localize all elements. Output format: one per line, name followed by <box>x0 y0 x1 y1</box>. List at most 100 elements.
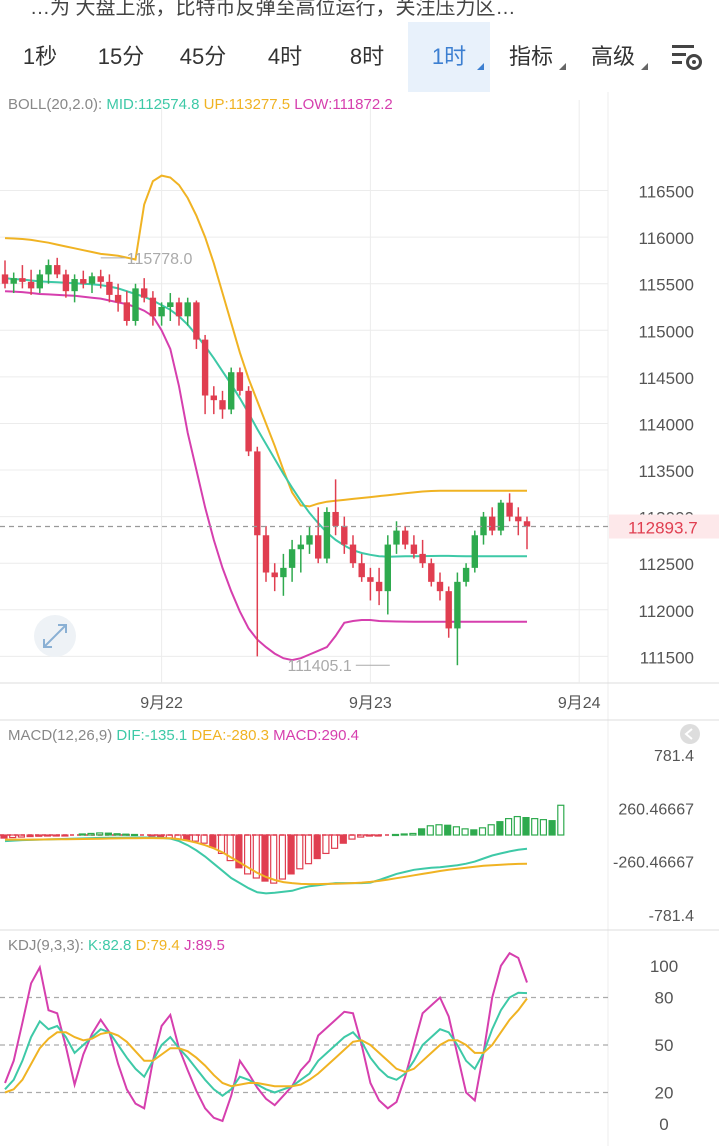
candle-body <box>332 511 339 526</box>
candle-body <box>515 516 522 522</box>
candle-body <box>315 535 322 559</box>
candle-body <box>141 288 148 298</box>
kdj-legend: KDJ(9,3,3): K:82.8 D:79.4 J:89.5 <box>8 937 225 954</box>
y-tick-label: 113500 <box>639 462 694 481</box>
timeframe-tabs: 1秒 15分 45分 4时 8时 1时 指标 高级 <box>0 22 719 92</box>
candle-body <box>36 274 43 289</box>
candle-body <box>132 288 139 321</box>
y-tick-label: 112500 <box>639 555 694 574</box>
macd-bar <box>87 832 95 836</box>
candle-body <box>306 535 313 545</box>
kdj-k-line <box>4 991 528 1097</box>
macd-bar <box>244 834 252 875</box>
candle-body <box>462 567 470 582</box>
legend-value: DIF:-135.1 <box>116 727 191 744</box>
tab-advanced[interactable]: 高级 <box>572 22 654 92</box>
macd-bar <box>200 834 208 844</box>
macd-bar <box>487 824 495 836</box>
macd-bar <box>252 834 260 879</box>
headline-text: …为 大盘上涨，比特币反弹至高位运行，关注压力区… <box>30 0 516 19</box>
candle-body <box>201 339 209 396</box>
boll-mid-line <box>4 277 528 558</box>
candle-body <box>167 302 174 308</box>
candle-body <box>219 400 226 410</box>
y-tick-label: 115500 <box>639 276 694 295</box>
legend-value: LOW:111872.2 <box>294 96 392 113</box>
tab-1h[interactable]: 1时 <box>408 22 490 92</box>
dropdown-triangle-icon <box>641 63 648 70</box>
candle-body <box>149 297 157 317</box>
tab-4h[interactable]: 4时 <box>267 44 303 69</box>
chart-settings-button[interactable] <box>654 22 719 92</box>
macd-legend: MACD(12,26,9) DIF:-135.1 DEA:-280.3 MACD… <box>8 727 359 744</box>
macd-bar <box>191 834 199 842</box>
macd-bar <box>331 834 339 849</box>
macd-bar <box>217 834 226 855</box>
candle-body <box>436 581 444 592</box>
candle-body <box>445 591 452 629</box>
legend-value: MACD:290.4 <box>273 727 359 744</box>
candle-body <box>245 390 252 452</box>
macd-bar <box>444 824 452 836</box>
chart-settings-icon <box>671 45 702 70</box>
candle-body <box>280 567 287 578</box>
tab-indicators[interactable]: 指标 <box>490 22 572 92</box>
macd-bar <box>539 819 548 836</box>
macd-bar <box>426 825 434 836</box>
dropdown-triangle-icon <box>559 63 566 70</box>
indicator-name: BOLL(20,2.0): <box>8 96 106 113</box>
chevron-left-icon <box>684 728 693 740</box>
tab-15m[interactable]: 15分 <box>97 44 145 69</box>
x-tick-label: 9月22 <box>140 695 183 712</box>
candle-body <box>1 274 9 284</box>
macd-bar <box>548 820 556 836</box>
candle-body <box>62 274 70 292</box>
candle-body <box>228 372 235 410</box>
legend-value: UP:113277.5 <box>204 96 295 113</box>
tab-45m[interactable]: 45分 <box>179 44 227 69</box>
macd-bar <box>470 829 478 836</box>
macd-bar <box>339 834 347 844</box>
macd-bar <box>61 834 69 837</box>
candle-body <box>358 563 365 578</box>
macd-bar <box>348 834 356 840</box>
kdj-y-tick: 80 <box>655 989 674 1008</box>
candle-body <box>54 265 61 275</box>
indicator-name: KDJ(9,3,3): <box>8 937 88 954</box>
candle-body <box>497 502 505 531</box>
candle-body <box>384 544 391 592</box>
candle-body <box>288 549 296 568</box>
candle-body <box>175 302 183 317</box>
candle-body <box>210 395 217 401</box>
candle-body <box>45 265 52 275</box>
macd-bar <box>374 834 382 837</box>
macd-bar <box>461 828 469 836</box>
candle-body <box>114 294 122 303</box>
macd-bar <box>357 834 365 838</box>
macd-y-tick: 781.4 <box>654 748 694 765</box>
macd-bar <box>9 834 17 839</box>
macd-y-tick: -781.4 <box>649 908 694 925</box>
macd-bar <box>322 834 330 855</box>
candle-body <box>254 451 261 536</box>
tab-8h[interactable]: 8时 <box>349 44 385 69</box>
macd-bar <box>522 816 530 836</box>
candle-body <box>262 535 270 573</box>
macd-bar <box>96 832 104 836</box>
kdj-y-tick: 0 <box>659 1115 668 1134</box>
macd-dea-line <box>5 837 528 886</box>
macd-bar <box>130 833 139 837</box>
candle-body <box>454 581 461 629</box>
candle-body <box>27 281 35 289</box>
macd-bar <box>304 834 313 865</box>
tab-1s[interactable]: 1秒 <box>22 44 58 69</box>
collapse-button <box>680 724 700 744</box>
x-tick-label: 9月24 <box>558 695 601 712</box>
candle-body <box>375 581 383 592</box>
macd-bar <box>43 834 52 837</box>
y-tick-label: 112000 <box>639 602 694 621</box>
macd-bar <box>557 804 565 836</box>
candle-body <box>480 516 487 536</box>
macd-bar <box>391 833 400 837</box>
